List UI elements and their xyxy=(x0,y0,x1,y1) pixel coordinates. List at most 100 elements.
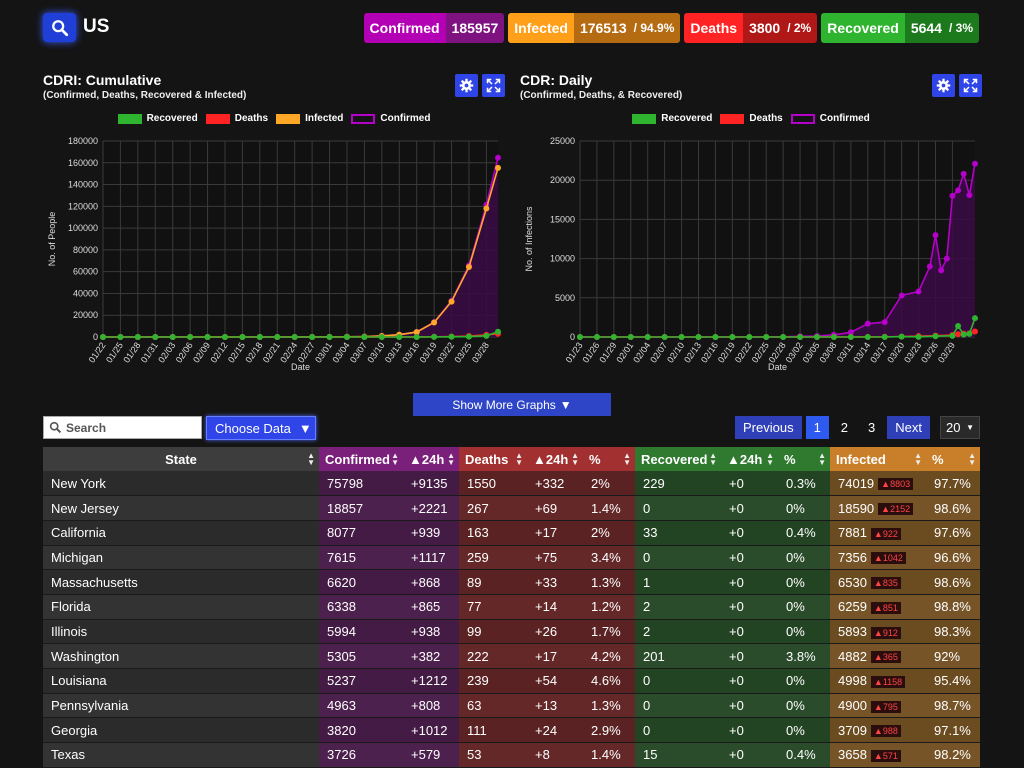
table-row[interactable]: Georgia 3820 +1012 111 +24 2.9% 0 +0 0% 3709 ▲988 9… xyxy=(43,717,980,744)
col-confirmed-24h[interactable]: ▲24h ▲ ▼ xyxy=(403,447,459,471)
data-point-recovered[interactable] xyxy=(239,334,246,340)
data-point-recovered[interactable] xyxy=(966,330,973,337)
data-point-infected[interactable] xyxy=(465,263,472,270)
data-point-recovered[interactable] xyxy=(204,334,211,340)
table-row[interactable]: Florida 6338 +865 77 +14 1.2% 2 +0 0% 6259 ▲851 98.… xyxy=(43,594,980,620)
data-point-recovered[interactable] xyxy=(746,334,753,340)
data-point-recovered[interactable] xyxy=(378,333,385,340)
search-button[interactable] xyxy=(43,13,76,42)
data-point-confirmed[interactable] xyxy=(960,170,967,177)
data-point-recovered[interactable] xyxy=(864,333,871,340)
data-point-confirmed[interactable] xyxy=(932,232,939,239)
data-point-recovered[interactable] xyxy=(932,333,939,340)
per-page-select[interactable]: 20 ▼ xyxy=(940,416,980,439)
data-point-confirmed[interactable] xyxy=(495,154,501,161)
choose-data-button[interactable]: Choose Data ▼ xyxy=(206,416,316,440)
table-row[interactable]: California 8077 +939 163 +17 2% 33 +0 0.4% 7881 ▲9… xyxy=(43,520,980,546)
data-point-recovered[interactable] xyxy=(898,333,905,340)
data-point-recovered[interactable] xyxy=(577,334,583,340)
data-point-recovered[interactable] xyxy=(361,333,368,340)
data-point-recovered[interactable] xyxy=(949,332,956,339)
data-point-recovered[interactable] xyxy=(256,334,263,340)
col-state[interactable]: State ▲ ▼ xyxy=(43,447,319,471)
data-point-recovered[interactable] xyxy=(661,334,668,340)
data-point-recovered[interactable] xyxy=(915,333,922,340)
legend-confirmed[interactable]: Confirmed xyxy=(790,113,870,124)
table-row[interactable]: Massachusetts 6620 +868 89 +33 1.3% 1 +0 0% 6530 ▲… xyxy=(43,569,980,595)
chart-fullscreen-button[interactable] xyxy=(959,74,982,97)
data-point-recovered[interactable] xyxy=(780,334,787,340)
legend-recovered[interactable]: Recovered xyxy=(117,113,198,124)
data-point-deaths[interactable] xyxy=(955,331,962,338)
data-point-recovered[interactable] xyxy=(326,333,333,340)
data-point-recovered[interactable] xyxy=(881,333,888,340)
previous-page-button[interactable]: Previous xyxy=(734,416,802,439)
data-point-recovered[interactable] xyxy=(396,333,403,340)
data-point-recovered[interactable] xyxy=(814,334,820,340)
data-point-infected[interactable] xyxy=(431,319,438,326)
table-row[interactable]: New York 75798 +9135 1550 +332 2% 229 +0 0.3% 740… xyxy=(43,471,980,497)
legend-confirmed[interactable]: Confirmed xyxy=(351,113,430,124)
data-point-recovered[interactable] xyxy=(465,333,472,340)
data-point-confirmed[interactable] xyxy=(898,292,905,299)
data-point-deaths[interactable] xyxy=(972,328,978,335)
table-row[interactable]: Washington 5305 +382 222 +17 4.2% 201 +0 3.8% 488… xyxy=(43,643,980,669)
data-point-recovered[interactable] xyxy=(972,315,978,322)
chart-fullscreen-button[interactable] xyxy=(482,74,505,97)
table-row[interactable]: New Jersey 18857 +2221 267 +69 1.4% 0 +0 0% 18590… xyxy=(43,495,980,521)
chart-settings-button[interactable] xyxy=(932,74,955,97)
search-input[interactable] xyxy=(66,420,196,435)
data-point-recovered[interactable] xyxy=(152,334,159,340)
page-2-button[interactable]: 2 xyxy=(840,420,849,435)
data-point-recovered[interactable] xyxy=(763,334,770,340)
next-page-button[interactable]: Next xyxy=(887,416,930,439)
data-point-recovered[interactable] xyxy=(187,334,194,340)
data-point-confirmed[interactable] xyxy=(926,263,933,270)
col-infected-pct[interactable]: % ▲ ▼ xyxy=(926,447,980,471)
col-deaths-24h[interactable]: ▲24h ▲ ▼ xyxy=(527,447,583,471)
legend-infected[interactable]: Infected xyxy=(276,113,343,124)
data-point-confirmed[interactable] xyxy=(966,192,973,199)
data-point-recovered[interactable] xyxy=(169,334,176,340)
data-point-infected[interactable] xyxy=(448,298,455,305)
data-point-recovered[interactable] xyxy=(134,334,141,340)
legend-deaths[interactable]: Deaths xyxy=(720,113,783,124)
data-point-infected[interactable] xyxy=(413,329,420,336)
data-point-recovered[interactable] xyxy=(495,328,501,335)
table-row[interactable]: Pennsylvania 4963 +808 63 +13 1.3% 0 +0 0% 4900 ▲7… xyxy=(43,693,980,719)
data-point-confirmed[interactable] xyxy=(955,187,962,194)
col-recovered[interactable]: Recovered ▲ ▼ xyxy=(635,447,721,471)
data-point-recovered[interactable] xyxy=(678,334,685,340)
data-point-recovered[interactable] xyxy=(644,334,651,340)
data-point-recovered[interactable] xyxy=(830,334,837,340)
data-point-recovered[interactable] xyxy=(431,333,438,340)
data-point-recovered[interactable] xyxy=(610,334,617,340)
legend-deaths[interactable]: Deaths xyxy=(205,113,268,124)
table-row[interactable]: Texas 3726 +579 53 +8 1.4% 15 +0 0.4% 3658 ▲571 98.… xyxy=(43,742,980,768)
col-infected[interactable]: Infected ▲ ▼ xyxy=(830,447,926,471)
data-point-recovered[interactable] xyxy=(448,333,455,340)
legend-recovered[interactable]: Recovered xyxy=(632,113,712,124)
table-row[interactable]: Michigan 7615 +1117 259 +75 3.4% 0 +0 0% 7356 ▲104… xyxy=(43,545,980,571)
data-point-recovered[interactable] xyxy=(100,334,106,340)
data-point-recovered[interactable] xyxy=(117,334,124,340)
data-point-confirmed[interactable] xyxy=(915,288,922,295)
data-point-confirmed[interactable] xyxy=(864,320,871,327)
data-point-confirmed[interactable] xyxy=(949,192,956,199)
data-point-confirmed[interactable] xyxy=(847,329,854,336)
data-point-recovered[interactable] xyxy=(291,334,298,340)
col-recovered-24h[interactable]: ▲24h ▲ ▼ xyxy=(721,447,778,471)
data-point-recovered[interactable] xyxy=(627,334,634,340)
data-point-recovered[interactable] xyxy=(483,332,490,339)
data-point-confirmed[interactable] xyxy=(943,255,950,262)
table-row[interactable]: Illinois 5994 +938 99 +26 1.7% 2 +0 0% 5893 ▲912 98… xyxy=(43,619,980,645)
page-3-button[interactable]: 3 xyxy=(868,420,876,435)
data-point-recovered[interactable] xyxy=(593,334,600,340)
data-point-recovered[interactable] xyxy=(221,334,228,340)
page-1-button[interactable]: 1 xyxy=(805,416,829,439)
data-point-recovered[interactable] xyxy=(960,331,967,338)
data-point-recovered[interactable] xyxy=(274,334,281,340)
data-point-recovered[interactable] xyxy=(309,334,316,340)
data-point-confirmed[interactable] xyxy=(972,160,978,167)
show-more-graphs-button[interactable]: Show More Graphs ▼ xyxy=(413,393,611,416)
